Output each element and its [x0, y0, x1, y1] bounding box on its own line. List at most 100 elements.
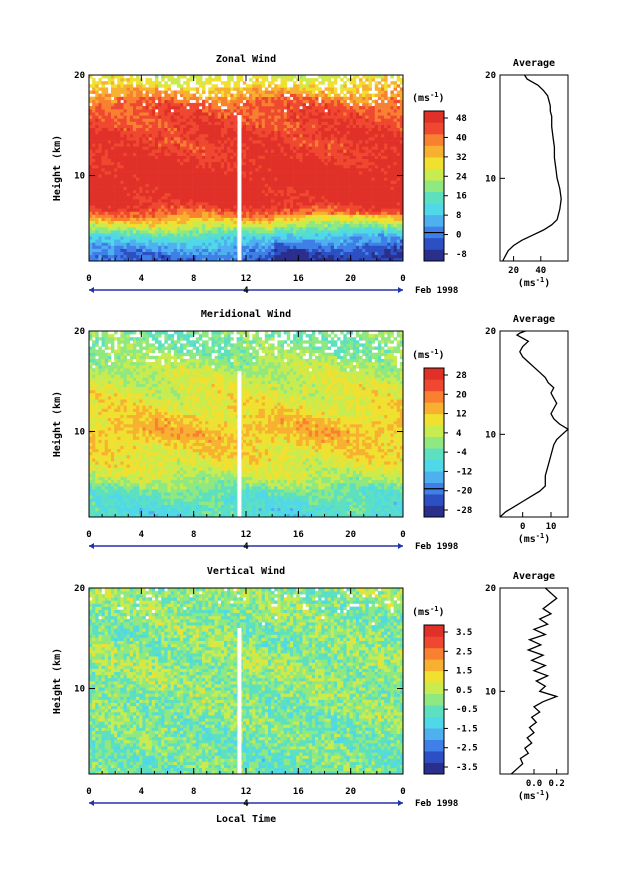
- average-y-tick-label: 10: [485, 174, 496, 184]
- day-bar-arrow-left: [89, 287, 94, 293]
- date-label: Feb 1998: [415, 542, 458, 552]
- average-y-tick-label: 20: [485, 584, 496, 594]
- colorbar-unit: (ms-1): [412, 91, 445, 104]
- average-x-tick-label: 40: [535, 266, 546, 276]
- colorbar-swatch: [424, 448, 444, 460]
- colorbar-swatch: [424, 134, 444, 146]
- colorbar-swatch: [424, 402, 444, 414]
- average-y-tick-label: 10: [485, 687, 496, 697]
- x-tick-label: 12: [241, 787, 252, 797]
- average-frame: [500, 331, 568, 517]
- day-bar-arrow-left: [89, 800, 94, 806]
- y-tick-label: 10: [74, 172, 85, 182]
- data-gap: [237, 628, 241, 774]
- colorbar-tick-label: -20: [456, 487, 472, 497]
- colorbar-tick-label: -28: [456, 506, 472, 516]
- average-y-tick-label: 20: [485, 71, 496, 81]
- colorbar-swatch: [424, 763, 444, 775]
- average-profile-line: [503, 75, 562, 261]
- x-tick-label: 20: [345, 274, 356, 284]
- day-marker: 4: [243, 542, 249, 552]
- data-gap: [237, 115, 241, 261]
- colorbar-swatch: [424, 648, 444, 660]
- colorbar-swatch: [424, 391, 444, 403]
- y-tick-label: 10: [74, 428, 85, 438]
- colorbar-swatch: [424, 728, 444, 740]
- average-title: Average: [513, 58, 555, 69]
- colorbar-swatch: [424, 471, 444, 483]
- average-x-tick-label: 10: [546, 522, 557, 532]
- colorbar-tick-label: 0: [456, 231, 461, 241]
- x-tick-label: 20: [345, 787, 356, 797]
- date-label: Feb 1998: [415, 286, 458, 296]
- average-x-label: (ms-1): [518, 532, 551, 545]
- colorbar-swatch: [424, 494, 444, 506]
- colorbar-swatch: [424, 157, 444, 169]
- colorbar-swatch: [424, 203, 444, 215]
- colorbar-swatch: [424, 636, 444, 648]
- average-y-tick-label: 10: [485, 430, 496, 440]
- y-tick-label: 20: [74, 327, 85, 337]
- colorbar-swatch: [424, 146, 444, 158]
- colorbar-swatch: [424, 659, 444, 671]
- x-tick-label: 0: [400, 530, 405, 540]
- colorbar-tick-label: 48: [456, 114, 467, 124]
- average-x-tick-label: 0.2: [549, 779, 565, 789]
- x-axis-label: Local Time: [216, 813, 276, 825]
- colorbar-swatch: [424, 414, 444, 426]
- heatmap-cells: [89, 331, 403, 517]
- colorbar-swatch: [424, 249, 444, 261]
- x-tick-label: 12: [241, 530, 252, 540]
- heatmap-cells: [89, 588, 403, 774]
- x-tick-label: 4: [139, 274, 145, 284]
- heatmap-cells: [89, 75, 403, 261]
- x-tick-label: 20: [345, 530, 356, 540]
- x-tick-label: 0: [400, 787, 405, 797]
- colorbar-tick-label: 24: [456, 172, 467, 182]
- average-title: Average: [513, 571, 555, 582]
- x-tick-label: 4: [139, 787, 145, 797]
- average-frame: [500, 75, 568, 261]
- colorbar-tick-label: 20: [456, 390, 467, 400]
- day-bar-arrow-left: [89, 543, 94, 549]
- data-gap: [237, 371, 241, 517]
- x-tick-label: 16: [293, 787, 304, 797]
- colorbar-swatch: [424, 180, 444, 192]
- colorbar-tick-label: -1.5: [456, 724, 478, 734]
- colorbar-tick-label: 1.5: [456, 667, 472, 677]
- x-tick-label: 16: [293, 274, 304, 284]
- colorbar-swatch: [424, 425, 444, 437]
- panel-title: Vertical Wind: [207, 565, 285, 577]
- colorbar-tick-label: 0.5: [456, 686, 472, 696]
- colorbar-swatch: [424, 460, 444, 472]
- average-y-tick-label: 20: [485, 327, 496, 337]
- date-label: Feb 1998: [415, 799, 458, 809]
- colorbar-swatch: [424, 625, 444, 637]
- colorbar-swatch: [424, 751, 444, 763]
- x-tick-label: 8: [191, 530, 196, 540]
- x-tick-label: 0: [86, 787, 91, 797]
- colorbar-swatch: [424, 705, 444, 717]
- colorbar-swatch: [424, 192, 444, 204]
- day-bar-arrow-right: [398, 800, 403, 806]
- colorbar-swatch: [424, 368, 444, 380]
- average-x-tick-label: 0: [520, 522, 525, 532]
- panel-title: Zonal Wind: [216, 53, 276, 65]
- x-tick-label: 0: [86, 274, 91, 284]
- colorbar-tick-label: 40: [456, 133, 467, 143]
- x-tick-label: 12: [241, 274, 252, 284]
- panel-title: Meridional Wind: [201, 308, 291, 320]
- average-x-tick-label: 0.0: [526, 779, 542, 789]
- colorbar-tick-label: -8: [456, 250, 467, 260]
- colorbar-swatch: [424, 238, 444, 250]
- colorbar-swatch: [424, 169, 444, 181]
- colorbar-tick-label: -3.5: [456, 763, 478, 773]
- colorbar-tick-label: 2.5: [456, 647, 472, 657]
- colorbar-swatch: [424, 506, 444, 518]
- y-axis-label: Height (km): [51, 391, 63, 457]
